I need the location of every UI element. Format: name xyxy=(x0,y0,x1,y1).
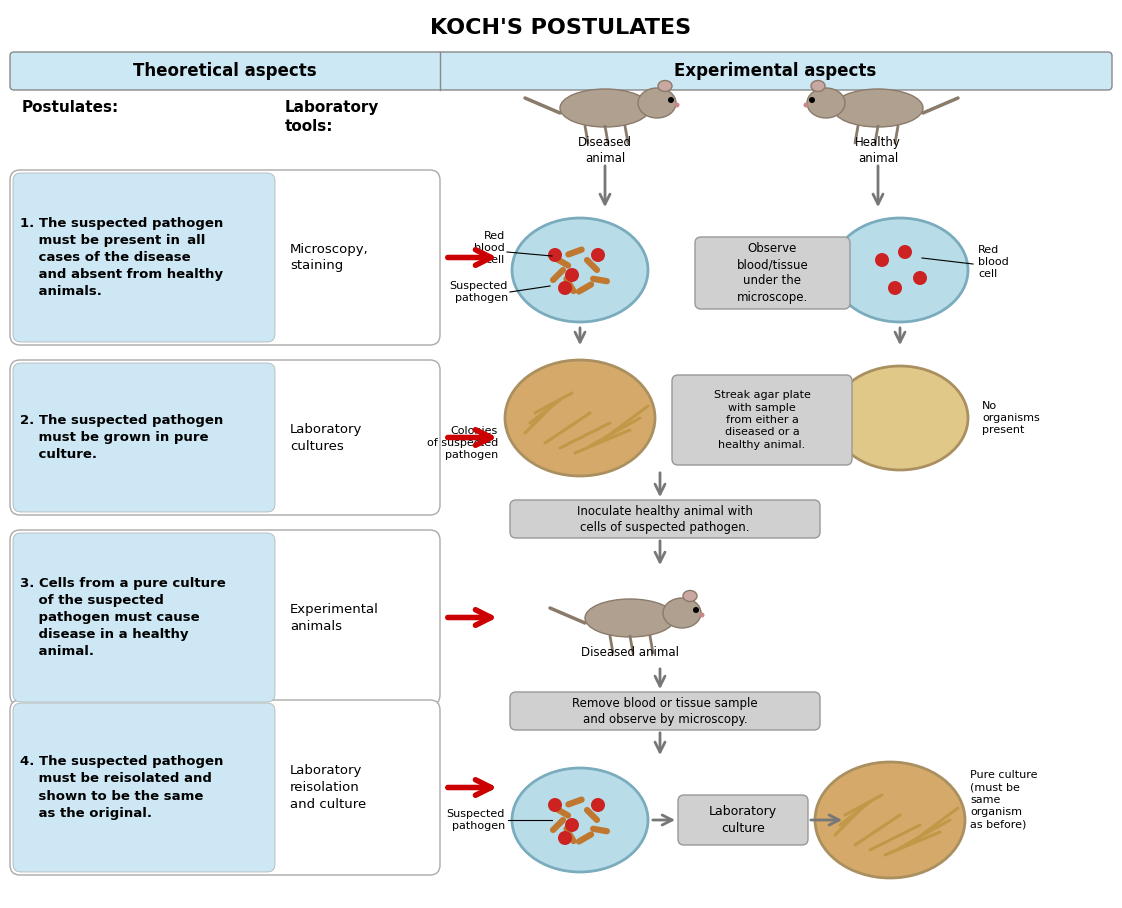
FancyBboxPatch shape xyxy=(10,170,440,345)
FancyBboxPatch shape xyxy=(695,237,850,309)
Text: Red
blood
cell: Red blood cell xyxy=(978,244,1009,280)
Text: Inoculate healthy animal with
cells of suspected pathogen.: Inoculate healthy animal with cells of s… xyxy=(577,505,753,534)
Text: Pure culture
(must be
same
organism
as before): Pure culture (must be same organism as b… xyxy=(971,770,1038,830)
FancyBboxPatch shape xyxy=(13,173,275,342)
Ellipse shape xyxy=(512,768,649,872)
FancyBboxPatch shape xyxy=(13,703,275,872)
Circle shape xyxy=(913,271,927,285)
Ellipse shape xyxy=(663,598,701,628)
Text: Laboratory
reisolation
and culture: Laboratory reisolation and culture xyxy=(289,764,366,811)
Text: 1. The suspected pathogen
    must be present in  all
    cases of the disease
 : 1. The suspected pathogen must be presen… xyxy=(20,217,223,298)
Text: Streak agar plate
with sample
from either a
diseased or a
healthy animal.: Streak agar plate with sample from eithe… xyxy=(714,390,810,449)
Ellipse shape xyxy=(505,360,655,476)
Circle shape xyxy=(693,607,699,613)
Ellipse shape xyxy=(807,88,845,118)
FancyBboxPatch shape xyxy=(672,375,852,465)
Ellipse shape xyxy=(638,88,675,118)
Text: Experimental aspects: Experimental aspects xyxy=(674,62,876,80)
Text: No
organisms
present: No organisms present xyxy=(982,400,1040,436)
Circle shape xyxy=(699,613,705,617)
Text: Suspected
pathogen: Suspected pathogen xyxy=(447,809,505,831)
Circle shape xyxy=(558,281,572,295)
FancyBboxPatch shape xyxy=(13,363,275,512)
Text: Colonies
of suspected
pathogen: Colonies of suspected pathogen xyxy=(426,426,498,460)
Text: Theoretical aspects: Theoretical aspects xyxy=(134,62,316,80)
Text: Suspected
pathogen: Suspected pathogen xyxy=(450,281,508,303)
Text: Diseased
animal: Diseased animal xyxy=(578,136,632,165)
FancyBboxPatch shape xyxy=(13,533,275,702)
Circle shape xyxy=(803,103,809,107)
Circle shape xyxy=(674,103,680,107)
Text: Laboratory
tools:: Laboratory tools: xyxy=(285,100,379,133)
FancyBboxPatch shape xyxy=(511,692,820,730)
Text: Laboratory
cultures: Laboratory cultures xyxy=(289,422,362,452)
Circle shape xyxy=(548,248,562,262)
Ellipse shape xyxy=(657,81,672,92)
Circle shape xyxy=(888,281,902,295)
FancyBboxPatch shape xyxy=(10,530,440,705)
Text: Laboratory
culture: Laboratory culture xyxy=(709,805,778,834)
Circle shape xyxy=(548,798,562,812)
Text: KOCH'S POSTULATES: KOCH'S POSTULATES xyxy=(431,18,691,38)
Ellipse shape xyxy=(833,218,968,322)
Circle shape xyxy=(565,818,579,832)
Ellipse shape xyxy=(512,218,649,322)
FancyBboxPatch shape xyxy=(10,360,440,515)
Text: Microscopy,
staining: Microscopy, staining xyxy=(289,242,369,272)
Circle shape xyxy=(898,245,912,259)
Ellipse shape xyxy=(585,599,675,637)
Circle shape xyxy=(668,97,674,103)
Text: 3. Cells from a pure culture
    of the suspected
    pathogen must cause
    di: 3. Cells from a pure culture of the susp… xyxy=(20,577,226,658)
Text: 4. The suspected pathogen
    must be reisolated and
    shown to be the same
  : 4. The suspected pathogen must be reisol… xyxy=(20,755,223,820)
Circle shape xyxy=(875,253,889,267)
Ellipse shape xyxy=(815,762,965,878)
Ellipse shape xyxy=(833,89,923,127)
Ellipse shape xyxy=(811,81,825,92)
Circle shape xyxy=(809,97,815,103)
Text: Remove blood or tissue sample
and observe by microscopy.: Remove blood or tissue sample and observ… xyxy=(572,696,757,725)
Circle shape xyxy=(591,248,605,262)
Text: Diseased animal: Diseased animal xyxy=(581,646,679,659)
Circle shape xyxy=(591,798,605,812)
Ellipse shape xyxy=(833,366,968,470)
Text: Red
blood
cell: Red blood cell xyxy=(475,231,505,265)
Text: 2. The suspected pathogen
    must be grown in pure
    culture.: 2. The suspected pathogen must be grown … xyxy=(20,414,223,461)
Text: Observe
blood/tissue
under the
microscope.: Observe blood/tissue under the microscop… xyxy=(737,242,808,303)
FancyBboxPatch shape xyxy=(511,500,820,538)
Ellipse shape xyxy=(560,89,650,127)
Text: Healthy
animal: Healthy animal xyxy=(855,136,901,165)
FancyBboxPatch shape xyxy=(678,795,808,845)
Circle shape xyxy=(565,268,579,282)
Text: Experimental
animals: Experimental animals xyxy=(289,603,379,633)
Circle shape xyxy=(558,831,572,845)
Ellipse shape xyxy=(683,590,697,601)
FancyBboxPatch shape xyxy=(10,700,440,875)
Text: Postulates:: Postulates: xyxy=(22,100,119,115)
FancyBboxPatch shape xyxy=(10,52,1112,90)
